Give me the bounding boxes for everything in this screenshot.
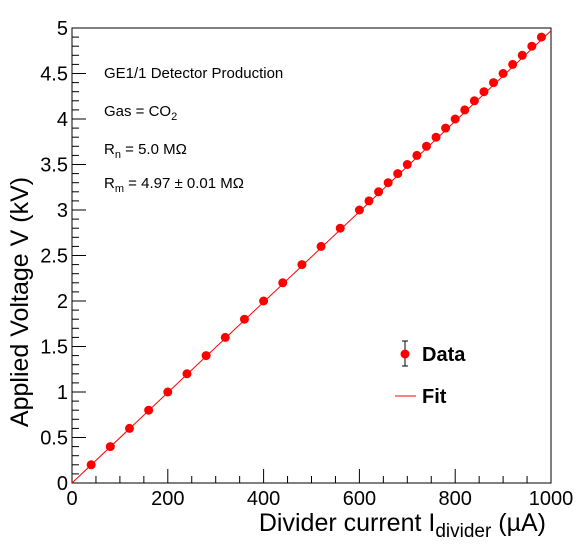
data-point [393,169,403,179]
annotation-rn-value: = 5.0 MΩ [121,141,187,158]
data-point [86,460,96,470]
y-tick-label: 1 [57,382,68,404]
data-point [239,314,249,324]
y-axis-ticks: 0 0.5 1 1.5 2 2.5 3 3.5 4 4.5 5 [40,18,86,495]
data-point [450,114,460,124]
annotation-gas-main: Gas = CO [104,103,171,120]
x-axis-title-unit: (µA) [491,509,546,537]
legend-data-label: Data [422,344,466,366]
y-tick-label: 0.5 [40,428,68,450]
data-point [460,105,470,115]
annotation-gas: Gas = CO2 [104,103,177,123]
x-tick-label: 800 [439,488,472,510]
annotation-rm: Rm = 4.97 ± 0.01 MΩ [104,175,244,195]
data-point [335,223,345,233]
annotation-rm-value: = 4.97 ± 0.01 MΩ [124,175,244,192]
data-point [144,405,154,415]
x-tick-label: 200 [151,488,184,510]
data-point [508,59,518,69]
data-point [421,141,431,151]
y-tick-label: 2 [57,291,68,313]
x-tick-label: 600 [343,488,376,510]
fit-line [71,30,552,484]
legend-fit-label: Fit [422,386,447,408]
data-point [517,50,527,60]
data-point [354,205,364,215]
x-axis-title: Divider current Idivider (µA) [259,509,546,542]
data-point [498,69,508,78]
x-axis-title-sub: divider [435,521,492,542]
data-point [163,387,173,397]
data-point [364,196,374,206]
y-tick-label: 4 [57,109,68,131]
data-point [297,260,307,270]
y-tick-label: 0 [57,473,68,495]
annotation-rn-sub: n [115,149,121,161]
data-point [383,178,393,188]
data-point [278,278,288,288]
y-tick-label: 1.5 [40,337,68,359]
data-point [536,32,546,42]
data-point [441,123,451,133]
y-tick-label: 5 [57,18,68,40]
data-point [479,87,489,97]
legend-data-marker [400,349,410,359]
y-axis-title: Applied Voltage V (kV) [6,177,34,427]
data-points [86,32,546,470]
annotation-rn-main: R [104,141,115,158]
data-point [316,241,326,251]
x-tick-label: 1000 [529,488,574,510]
data-point [201,351,211,361]
data-point [469,96,479,106]
data-point [431,132,441,142]
data-point [259,296,269,306]
data-point [182,369,192,379]
data-point [412,150,422,160]
annotation-gas-sub: 2 [171,111,177,123]
data-point [489,78,499,88]
annotation-rn: Rn = 5.0 MΩ [104,141,187,161]
y-tick-label: 2.5 [40,246,68,268]
annotation-rm-main: R [104,175,115,192]
data-point [374,187,384,197]
legend: Data Fit [395,340,466,408]
data-point [402,160,412,169]
y-tick-label: 4.5 [40,64,68,86]
data-point [105,442,115,452]
y-tick-label: 3.5 [40,155,68,177]
data-point [124,423,134,433]
annotation-rm-sub: m [115,183,124,195]
fit-layer [71,30,552,484]
x-tick-label: 0 [66,488,77,510]
annotation-title: GE1/1 Detector Production [104,65,283,82]
x-axis-title-main: Divider current I [259,509,435,537]
data-point [527,41,537,51]
data-point [220,332,230,342]
x-axis-ticks: 0 200 400 600 800 1000 [66,469,573,510]
y-tick-label: 3 [57,200,68,222]
x-tick-label: 400 [247,488,280,510]
